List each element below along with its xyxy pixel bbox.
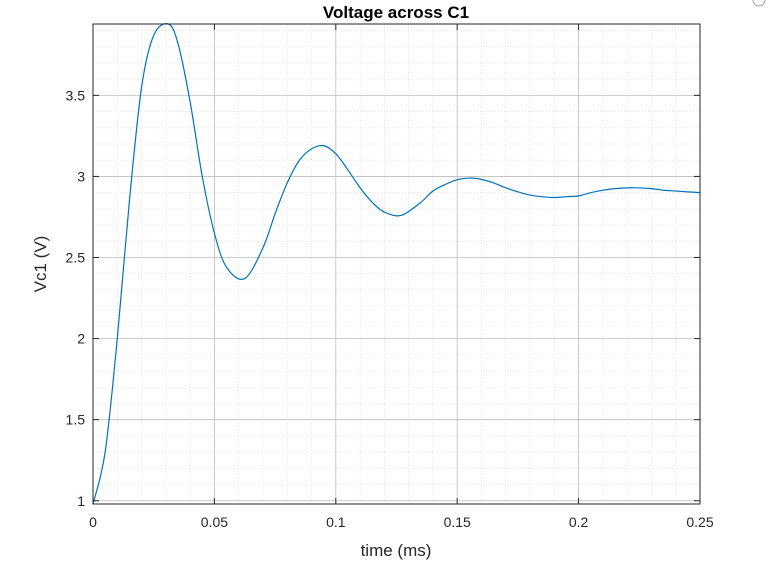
x-tick-label: 0.25	[686, 514, 713, 530]
x-tick-label: 0.05	[201, 514, 228, 530]
series-line-vc1	[92, 23, 701, 505]
x-tick-labels: 0 0.05 0.1 0.15 0.2 0.25	[89, 514, 714, 530]
y-axis-label: Vc1 (V)	[31, 236, 50, 293]
x-tick-label: 0.2	[569, 514, 589, 530]
y-tick-labels: 1 1.5 2 2.5 3 3.5	[66, 87, 86, 508]
chart-title: Voltage across C1	[323, 3, 469, 22]
axes-toolbar-icon[interactable]	[752, 0, 766, 7]
x-tick-label: 0.15	[444, 514, 471, 530]
major-grid	[92, 24, 701, 504]
y-tick-label: 3.5	[66, 87, 86, 103]
y-tick-label: 1	[77, 493, 85, 509]
y-tick-label: 3	[77, 168, 85, 184]
x-tick-label: 0	[89, 514, 97, 530]
tick-marks	[92, 24, 701, 504]
plot-background	[93, 24, 700, 504]
plot-area	[92, 23, 701, 505]
x-tick-label: 0.1	[326, 514, 346, 530]
y-tick-label: 2	[77, 331, 85, 347]
plot-frame	[92, 23, 701, 505]
y-tick-label: 1.5	[66, 412, 86, 428]
x-axis-label: time (ms)	[361, 541, 432, 560]
y-tick-label: 2.5	[66, 250, 86, 266]
